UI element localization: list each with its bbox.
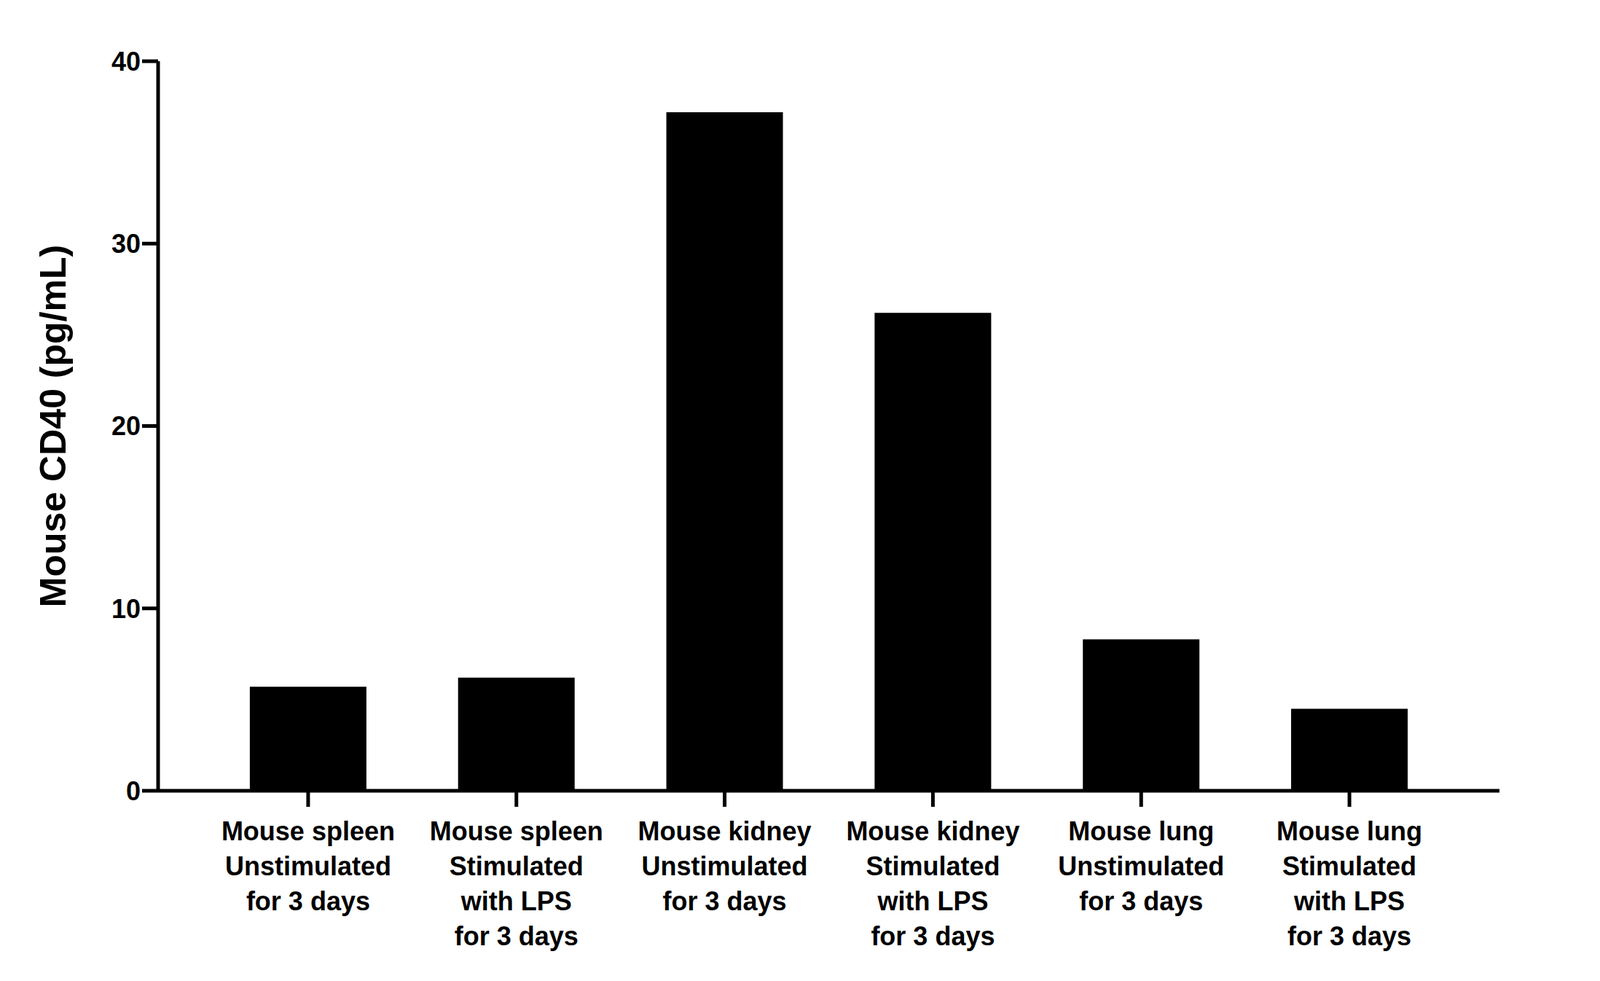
- svg-text:10: 10: [111, 593, 141, 624]
- svg-text:Mouse kidneyStimulatedwith LPS: Mouse kidneyStimulatedwith LPSfor 3 days: [845, 816, 1020, 951]
- svg-text:Mouse spleenUnstimulatedfor 3: Mouse spleenUnstimulatedfor 3 days: [221, 816, 395, 916]
- svg-text:Mouse kidneyUnstimulatedfor 3: Mouse kidneyUnstimulatedfor 3 days: [638, 816, 812, 916]
- svg-text:Mouse spleenStimulatedwith LPS: Mouse spleenStimulatedwith LPSfor 3 days: [429, 816, 604, 951]
- svg-text:Mouse CD40 (pg/mL): Mouse CD40 (pg/mL): [32, 244, 74, 607]
- svg-text:Mouse lungStimulatedwith LPSfo: Mouse lungStimulatedwith LPSfor 3 days: [1276, 816, 1423, 951]
- svg-text:40: 40: [111, 46, 141, 77]
- svg-text:0: 0: [126, 775, 141, 806]
- svg-text:30: 30: [111, 228, 141, 259]
- svg-text:20: 20: [111, 410, 141, 441]
- svg-text:Mouse lungUnstimulatedfor 3 da: Mouse lungUnstimulatedfor 3 days: [1057, 816, 1225, 916]
